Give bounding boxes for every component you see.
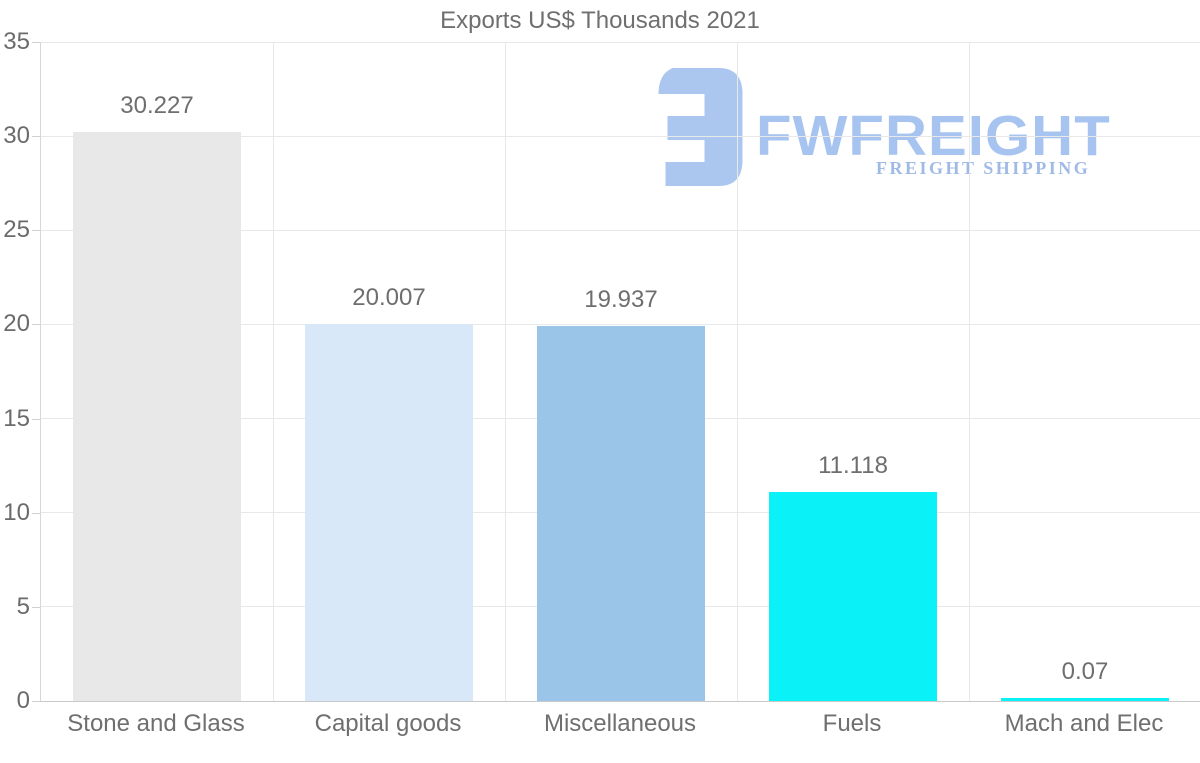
y-axis-tick-label: 20 — [3, 310, 30, 338]
bar-value-label: 0.07 — [1061, 658, 1109, 685]
gridline-h — [41, 135, 1200, 137]
bar — [769, 491, 937, 701]
y-tick-mark — [32, 606, 40, 608]
gridline-h — [41, 323, 1200, 325]
bar-value-label: 19.937 — [584, 285, 658, 313]
y-tick-mark — [32, 324, 40, 326]
bar-value-label: 11.118 — [818, 451, 888, 479]
gridline-v — [273, 42, 274, 701]
y-tick-mark — [32, 136, 40, 138]
x-axis-label: Mach and Elec — [1004, 710, 1164, 737]
gridline-v — [505, 42, 506, 701]
y-tick-mark — [32, 418, 40, 420]
x-axis-label: Miscellaneous — [543, 710, 697, 737]
y-tick-mark — [32, 701, 40, 702]
bar-value-label: 30.227 — [120, 91, 194, 119]
gridline-h — [41, 41, 1200, 43]
x-axis-label: Capital goods — [314, 710, 462, 737]
y-axis-tick-label: 25 — [3, 216, 30, 244]
y-axis-tick-label: 30 — [3, 122, 30, 150]
freight-logo-mark-icon — [658, 68, 743, 186]
gridline-h — [41, 229, 1200, 231]
y-tick-mark — [32, 42, 40, 43]
plot-area: 30.227 20.007 19.937 11.118 0.07 — [40, 41, 1200, 701]
bar-chart: 30.227 20.007 19.937 11.118 0.07 0 5 10 15 20 25 3… — [0, 28, 1200, 763]
y-axis-tick-label: 0 — [16, 687, 30, 714]
bar — [305, 324, 473, 701]
y-axis-tick-label: 35 — [3, 28, 30, 55]
x-axis-line — [40, 701, 1200, 702]
y-axis-tick-label: 10 — [3, 498, 30, 526]
x-axis-label: Fuels — [822, 710, 882, 737]
y-tick-mark — [32, 230, 40, 232]
y-axis-tick-label: 15 — [3, 404, 30, 432]
bar-value-label: 20.007 — [352, 284, 426, 312]
gridline-v — [969, 42, 970, 701]
gridline-v — [737, 42, 738, 701]
tagline-text: FREIGHT SHIPPING — [876, 158, 1091, 178]
y-axis-tick-label: 5 — [16, 592, 30, 620]
bar — [1001, 698, 1169, 701]
bar — [537, 325, 705, 701]
y-tick-mark — [32, 512, 40, 514]
x-axis-label: Stone and Glass — [67, 710, 245, 737]
chart-title: Exports US$ Thousands 2021 — [440, 7, 760, 34]
bar — [73, 131, 241, 701]
